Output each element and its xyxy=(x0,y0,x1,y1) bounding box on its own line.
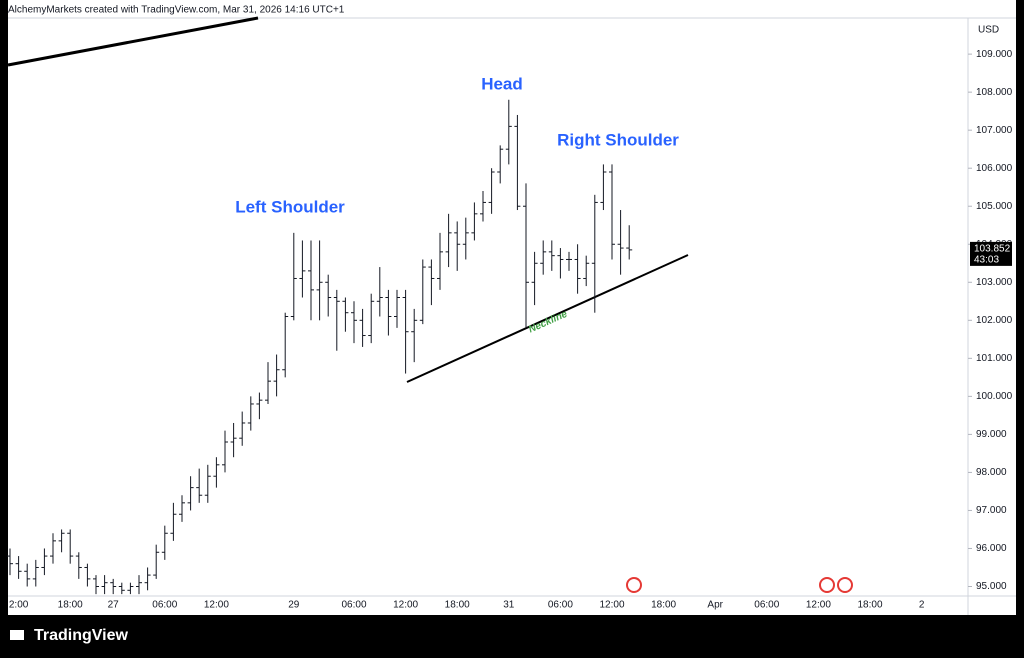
x-tick-label: Apr xyxy=(707,600,723,611)
x-tick-label: 29 xyxy=(288,600,300,611)
currency-label: USD xyxy=(978,25,999,36)
price-tag xyxy=(970,241,1012,266)
event-icon[interactable] xyxy=(819,577,835,593)
x-tick-label: 27 xyxy=(108,600,120,611)
y-tick-label: 105.000 xyxy=(976,201,1013,212)
x-tick-label: 12:00 xyxy=(806,600,831,611)
x-tick-label: 06:00 xyxy=(548,600,573,611)
x-tick-label: 12:00 xyxy=(393,600,418,611)
x-tick-label: 12:00 xyxy=(204,600,229,611)
y-tick-label: 106.000 xyxy=(976,163,1013,174)
y-tick-label: 103.000 xyxy=(976,277,1013,288)
y-tick-label: 101.000 xyxy=(976,353,1013,364)
brand-name: TradingView xyxy=(34,627,129,644)
y-tick-label: 107.000 xyxy=(976,125,1013,136)
brand-logo: TradingView xyxy=(10,627,129,644)
head-label: Head xyxy=(481,74,523,93)
y-tick-label: 99.000 xyxy=(976,429,1007,440)
event-icons xyxy=(626,577,853,593)
y-tick-label: 97.000 xyxy=(976,505,1007,516)
x-tick-label: 18:00 xyxy=(445,600,470,611)
y-tick-label: 109.000 xyxy=(976,49,1013,60)
x-tick-label: 06:00 xyxy=(754,600,779,611)
x-tick-label: 31 xyxy=(503,600,515,611)
right-shoulder-label: Right Shoulder xyxy=(557,130,679,149)
x-tick-label: 06:00 xyxy=(341,600,366,611)
x-tick-label: 18:00 xyxy=(651,600,676,611)
logo-mark xyxy=(10,630,24,640)
x-tick-label: 18:00 xyxy=(857,600,882,611)
chart-title: AlchemyMarkets created with TradingView.… xyxy=(8,5,345,16)
y-tick-label: 96.000 xyxy=(976,543,1007,554)
price-tag-value: 103.852 xyxy=(974,244,1011,255)
y-tick-label: 108.000 xyxy=(976,87,1013,98)
x-tick-label: 2 xyxy=(919,600,925,611)
x-tick-label: 06:00 xyxy=(152,600,177,611)
x-tick-label: 12:00 xyxy=(599,600,624,611)
x-tick-label: 18:00 xyxy=(58,600,83,611)
y-tick-label: 98.000 xyxy=(976,467,1007,478)
price-tag-countdown: 43:03 xyxy=(974,255,999,266)
neckline xyxy=(406,254,689,383)
event-icon[interactable] xyxy=(626,577,642,593)
left-shoulder-label: Left Shoulder xyxy=(235,197,345,216)
y-tick-label: 100.000 xyxy=(976,391,1013,402)
x-tick-label: 2:00 xyxy=(9,600,29,611)
chart-background xyxy=(8,0,1016,615)
trend-line xyxy=(7,16,259,67)
event-icon[interactable] xyxy=(837,577,853,593)
y-tick-label: 95.000 xyxy=(976,581,1007,592)
y-tick-label: 102.000 xyxy=(976,315,1013,326)
